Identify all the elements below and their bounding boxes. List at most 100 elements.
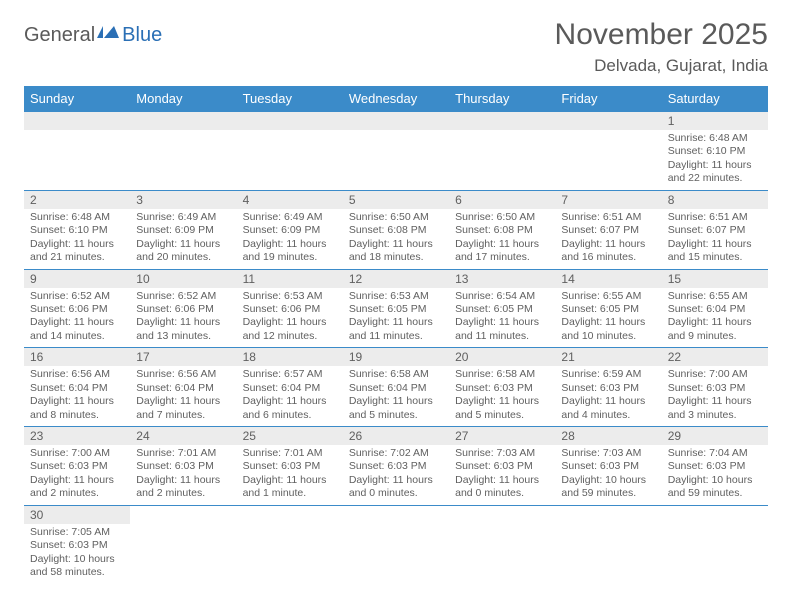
- sunset-line: Sunset: 6:06 PM: [136, 303, 230, 316]
- day-number-cell: 15: [662, 269, 768, 288]
- day-number-cell: [24, 112, 130, 131]
- day-number-cell: [130, 505, 236, 524]
- month-title: November 2025: [555, 18, 768, 52]
- day-number-cell: 30: [24, 505, 130, 524]
- sunrise-line: Sunrise: 7:00 AM: [668, 368, 762, 381]
- weekday-header: Thursday: [449, 86, 555, 112]
- day-info-row: Sunrise: 7:05 AMSunset: 6:03 PMDaylight:…: [24, 524, 768, 584]
- sunrise-line: Sunrise: 6:52 AM: [136, 290, 230, 303]
- sunset-line: Sunset: 6:03 PM: [455, 460, 549, 473]
- sunrise-line: Sunrise: 6:56 AM: [136, 368, 230, 381]
- flag-icon: [97, 24, 119, 45]
- logo-text-blue: Blue: [122, 24, 162, 47]
- header: General Blue November 2025 Delvada, Guja…: [24, 18, 768, 76]
- day-number-cell: 13: [449, 269, 555, 288]
- weekday-header: Tuesday: [237, 86, 343, 112]
- day-number-cell: 2: [24, 190, 130, 209]
- daylight-line: Daylight: 11 hours and 0 minutes.: [455, 474, 549, 501]
- sunset-line: Sunset: 6:03 PM: [561, 382, 655, 395]
- day-number-cell: 3: [130, 190, 236, 209]
- daylight-line: Daylight: 11 hours and 14 minutes.: [30, 316, 124, 343]
- day-info-cell: Sunrise: 6:59 AMSunset: 6:03 PMDaylight:…: [555, 366, 661, 426]
- day-number-cell: 16: [24, 348, 130, 367]
- day-number-cell: 19: [343, 348, 449, 367]
- sunrise-line: Sunrise: 7:03 AM: [561, 447, 655, 460]
- day-number-row: 30: [24, 505, 768, 524]
- sunrise-line: Sunrise: 6:48 AM: [668, 132, 762, 145]
- weekday-header: Wednesday: [343, 86, 449, 112]
- day-info-cell: Sunrise: 6:49 AMSunset: 6:09 PMDaylight:…: [237, 209, 343, 269]
- day-number-cell: 29: [662, 427, 768, 446]
- day-number-cell: [555, 112, 661, 131]
- day-number-cell: [237, 505, 343, 524]
- day-info-cell: [24, 130, 130, 190]
- day-number-cell: 6: [449, 190, 555, 209]
- day-info-cell: [343, 130, 449, 190]
- sunrise-line: Sunrise: 7:03 AM: [455, 447, 549, 460]
- day-info-cell: Sunrise: 7:02 AMSunset: 6:03 PMDaylight:…: [343, 445, 449, 505]
- day-info-cell: [130, 524, 236, 584]
- sunrise-line: Sunrise: 6:52 AM: [30, 290, 124, 303]
- day-number-cell: 21: [555, 348, 661, 367]
- sunrise-line: Sunrise: 6:55 AM: [668, 290, 762, 303]
- sunrise-line: Sunrise: 7:04 AM: [668, 447, 762, 460]
- day-info-cell: Sunrise: 6:55 AMSunset: 6:04 PMDaylight:…: [662, 288, 768, 348]
- sunset-line: Sunset: 6:05 PM: [561, 303, 655, 316]
- sunset-line: Sunset: 6:10 PM: [30, 224, 124, 237]
- sunrise-line: Sunrise: 6:50 AM: [455, 211, 549, 224]
- day-info-cell: Sunrise: 7:05 AMSunset: 6:03 PMDaylight:…: [24, 524, 130, 584]
- day-number-cell: 23: [24, 427, 130, 446]
- day-number-cell: [449, 505, 555, 524]
- calendar-body: 1Sunrise: 6:48 AMSunset: 6:10 PMDaylight…: [24, 112, 768, 584]
- day-number-cell: 22: [662, 348, 768, 367]
- day-info-cell: Sunrise: 6:53 AMSunset: 6:05 PMDaylight:…: [343, 288, 449, 348]
- day-info-cell: Sunrise: 6:51 AMSunset: 6:07 PMDaylight:…: [662, 209, 768, 269]
- daylight-line: Daylight: 10 hours and 59 minutes.: [561, 474, 655, 501]
- day-number-cell: 14: [555, 269, 661, 288]
- sunset-line: Sunset: 6:08 PM: [455, 224, 549, 237]
- daylight-line: Daylight: 11 hours and 1 minute.: [243, 474, 337, 501]
- sunrise-line: Sunrise: 6:50 AM: [349, 211, 443, 224]
- sunset-line: Sunset: 6:03 PM: [30, 460, 124, 473]
- day-info-cell: [662, 524, 768, 584]
- daylight-line: Daylight: 11 hours and 19 minutes.: [243, 238, 337, 265]
- sunset-line: Sunset: 6:05 PM: [455, 303, 549, 316]
- sunrise-line: Sunrise: 6:58 AM: [349, 368, 443, 381]
- daylight-line: Daylight: 11 hours and 7 minutes.: [136, 395, 230, 422]
- daylight-line: Daylight: 11 hours and 6 minutes.: [243, 395, 337, 422]
- day-info-cell: [237, 524, 343, 584]
- day-number-cell: 26: [343, 427, 449, 446]
- daylight-line: Daylight: 11 hours and 10 minutes.: [561, 316, 655, 343]
- day-info-cell: [555, 130, 661, 190]
- day-info-cell: Sunrise: 6:58 AMSunset: 6:04 PMDaylight:…: [343, 366, 449, 426]
- daylight-line: Daylight: 11 hours and 3 minutes.: [668, 395, 762, 422]
- sunrise-line: Sunrise: 7:01 AM: [136, 447, 230, 460]
- sunset-line: Sunset: 6:03 PM: [349, 460, 443, 473]
- sunset-line: Sunset: 6:04 PM: [668, 303, 762, 316]
- sunset-line: Sunset: 6:10 PM: [668, 145, 762, 158]
- sunrise-line: Sunrise: 6:53 AM: [243, 290, 337, 303]
- day-number-cell: 28: [555, 427, 661, 446]
- sunrise-line: Sunrise: 6:51 AM: [668, 211, 762, 224]
- sunset-line: Sunset: 6:07 PM: [668, 224, 762, 237]
- day-info-cell: Sunrise: 6:53 AMSunset: 6:06 PMDaylight:…: [237, 288, 343, 348]
- title-block: November 2025 Delvada, Gujarat, India: [555, 18, 768, 76]
- daylight-line: Daylight: 11 hours and 17 minutes.: [455, 238, 549, 265]
- day-number-cell: 12: [343, 269, 449, 288]
- sunset-line: Sunset: 6:04 PM: [243, 382, 337, 395]
- day-info-cell: Sunrise: 6:56 AMSunset: 6:04 PMDaylight:…: [24, 366, 130, 426]
- daylight-line: Daylight: 11 hours and 13 minutes.: [136, 316, 230, 343]
- daylight-line: Daylight: 11 hours and 2 minutes.: [30, 474, 124, 501]
- day-info-cell: [449, 524, 555, 584]
- day-info-cell: [343, 524, 449, 584]
- day-info-cell: Sunrise: 6:50 AMSunset: 6:08 PMDaylight:…: [449, 209, 555, 269]
- sunset-line: Sunset: 6:04 PM: [136, 382, 230, 395]
- day-number-cell: 24: [130, 427, 236, 446]
- day-number-cell: 4: [237, 190, 343, 209]
- daylight-line: Daylight: 11 hours and 5 minutes.: [349, 395, 443, 422]
- daylight-line: Daylight: 11 hours and 20 minutes.: [136, 238, 230, 265]
- day-number-row: 23242526272829: [24, 427, 768, 446]
- day-number-cell: 25: [237, 427, 343, 446]
- daylight-line: Daylight: 11 hours and 18 minutes.: [349, 238, 443, 265]
- weekday-header: Monday: [130, 86, 236, 112]
